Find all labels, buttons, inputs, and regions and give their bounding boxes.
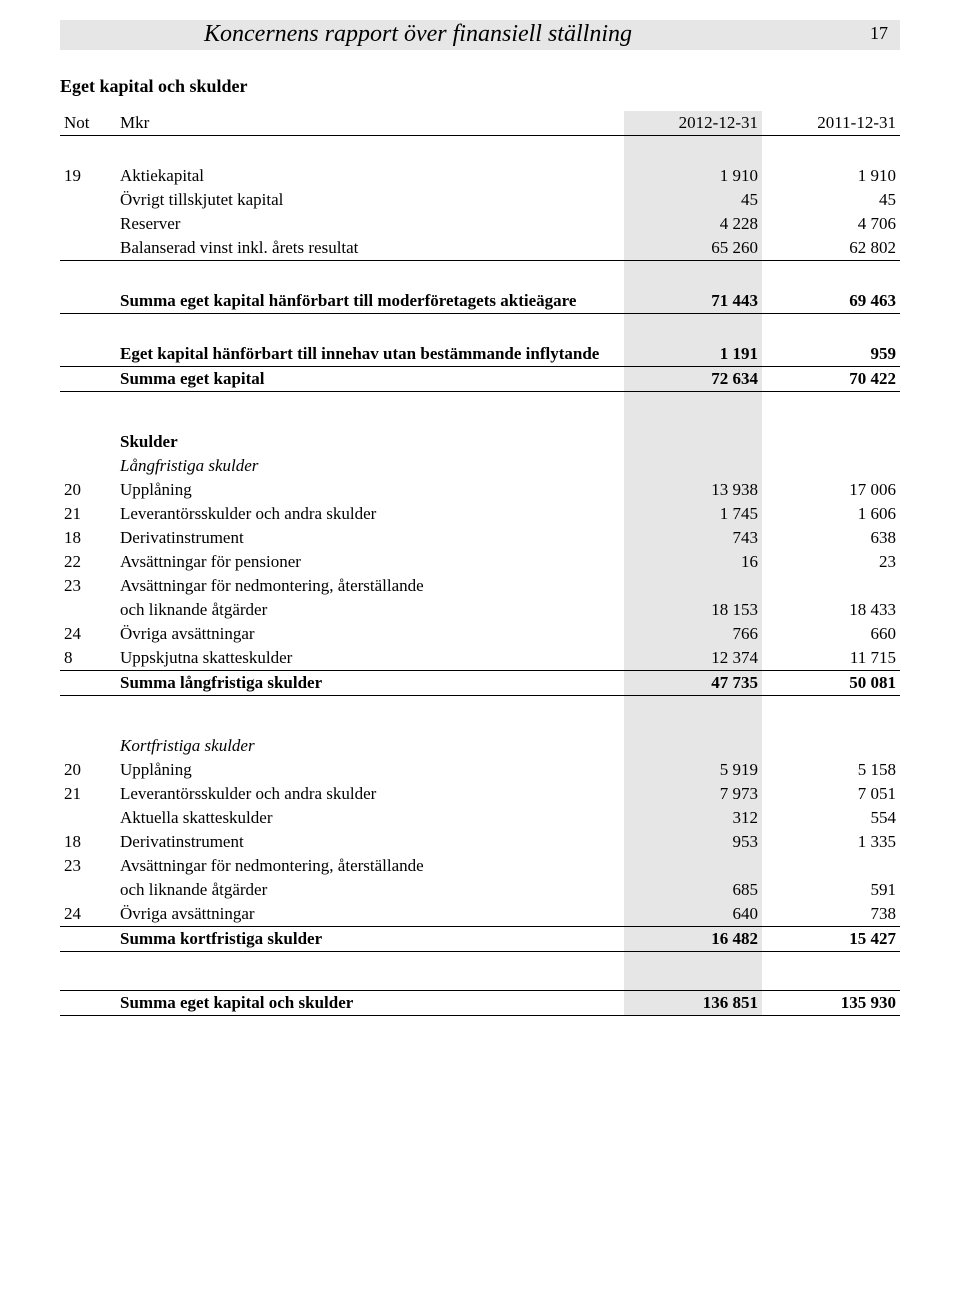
table-row: 24Övriga avsättningar640738: [60, 902, 900, 927]
page-root: Koncernens rapport över finansiell ställ…: [0, 0, 960, 1056]
table-row-subtotal: Summa kortfristiga skulder16 48215 427: [60, 927, 900, 952]
table-row-subtotal: Summa långfristiga skulder47 73550 081: [60, 671, 900, 696]
table-row: 20Upplåning13 93817 006: [60, 478, 900, 502]
table-row: 8Uppskjutna skatteskulder12 37411 715: [60, 646, 900, 671]
page-number: 17: [870, 23, 888, 44]
group-subheading-row: Långfristiga skulder: [60, 454, 900, 478]
group-heading-row: Skulder: [60, 430, 900, 454]
table-row: 23Avsättningar för nedmontering, återstä…: [60, 854, 900, 878]
spacer-row: [60, 314, 900, 343]
spacer-row: [60, 952, 900, 991]
table-row: Balanserad vinst inkl. årets resultat65 …: [60, 236, 900, 261]
spacer-row: [60, 392, 900, 431]
table-row: 22Avsättningar för pensioner1623: [60, 550, 900, 574]
section-heading: Eget kapital och skulder: [60, 76, 900, 97]
table-row: 18Derivatinstrument9531 335: [60, 830, 900, 854]
table-row: Aktuella skatteskulder312554: [60, 806, 900, 830]
table-row: Övrigt tillskjutet kapital4545: [60, 188, 900, 212]
table-row-subtotal: Summa eget kapital hänförbart till moder…: [60, 289, 900, 314]
table-row-total: Summa eget kapital72 63470 422: [60, 367, 900, 392]
col-header-2011: 2011-12-31: [762, 111, 900, 136]
table-row: 21Leverantörsskulder och andra skulder1 …: [60, 502, 900, 526]
table-row: och liknande åtgärder685591: [60, 878, 900, 902]
table-row: 23Avsättningar för nedmontering, återstä…: [60, 574, 900, 598]
spacer-row: [60, 261, 900, 290]
table-row: 19Aktiekapital1 9101 910: [60, 164, 900, 188]
title-bar: Koncernens rapport över finansiell ställ…: [60, 20, 900, 50]
table-row: Reserver4 2284 706: [60, 212, 900, 236]
report-title: Koncernens rapport över finansiell ställ…: [204, 21, 632, 48]
financial-table: Not Mkr 2012-12-31 2011-12-31 19Aktiekap…: [60, 111, 900, 1016]
col-header-not: Not: [60, 111, 116, 136]
spacer-row: [60, 696, 900, 735]
group-subheading-row: Kortfristiga skulder: [60, 734, 900, 758]
table-row-subtotal: Eget kapital hänförbart till innehav uta…: [60, 342, 900, 367]
table-row: 24Övriga avsättningar766660: [60, 622, 900, 646]
table-row: och liknande åtgärder18 15318 433: [60, 598, 900, 622]
table-row: 20Upplåning5 9195 158: [60, 758, 900, 782]
table-header-row: Not Mkr 2012-12-31 2011-12-31: [60, 111, 900, 136]
spacer-row: [60, 136, 900, 165]
table-row-grand-total: Summa eget kapital och skulder136 851135…: [60, 991, 900, 1016]
col-header-2012: 2012-12-31: [624, 111, 762, 136]
table-row: 18Derivatinstrument743638: [60, 526, 900, 550]
table-row: 21Leverantörsskulder och andra skulder7 …: [60, 782, 900, 806]
col-header-mkr: Mkr: [116, 111, 624, 136]
